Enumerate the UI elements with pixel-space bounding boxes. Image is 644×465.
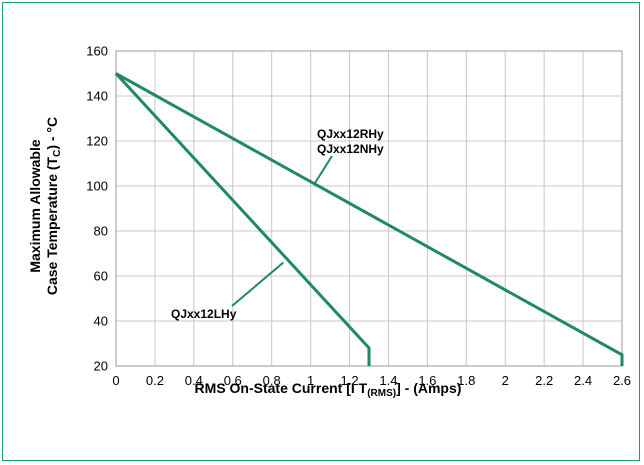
x-tick-label: 2.2 (535, 373, 553, 388)
x-tick-label: 1 (307, 373, 314, 388)
y-axis-title: Maximum Allowable Case Temperature (TC) … (27, 117, 63, 295)
series-line-1 (114, 72, 371, 366)
x-axis-title: RMS On-State Current [I T(RMS)] - (Amps) (195, 380, 462, 399)
y-tick-label: 40 (94, 314, 108, 329)
x-tick-label: 1.8 (457, 373, 475, 388)
y-tick-label: 80 (94, 224, 108, 239)
x-tick-label: 2 (502, 373, 509, 388)
x-tick-labels: 0 0.2 0.4 0.6 0.8 1 1.2 1.4 1.6 1.8 2 2.2 2.4 2.6 (112, 373, 631, 388)
annotation-lhy: QJxx12LHy (171, 307, 237, 321)
y-tick-label: 140 (86, 89, 108, 104)
y-tick-label: 160 (86, 44, 108, 59)
y-axis-title-line1: Maximum Allowable (27, 139, 43, 273)
x-tick-label: 0.2 (146, 373, 164, 388)
y-tick-label: 60 (94, 269, 108, 284)
annotation-nhy: QJxx12NHy (317, 142, 384, 156)
x-tick-label: 1.6 (418, 373, 436, 388)
y-tick-label: 100 (86, 179, 108, 194)
x-tick-label: 1.4 (379, 373, 397, 388)
y-axis-title-line2: Case Temperature (TC) - °C (44, 117, 63, 295)
x-tick-label: 1.2 (340, 373, 358, 388)
annotation-leader-lhy (231, 261, 285, 307)
y-tick-label: 20 (94, 359, 108, 374)
annotation-rhy: QJxx12RHy (317, 127, 384, 141)
x-tick-label: 0 (112, 373, 119, 388)
y-tick-labels: 20 40 60 80 100 120 140 160 (86, 44, 108, 374)
x-tick-label: 2.6 (613, 373, 631, 388)
x-tick-label: 0.6 (224, 373, 242, 388)
y-tick-label: 120 (86, 134, 108, 149)
x-tick-label: 2.4 (574, 373, 592, 388)
series-line-2 (115, 72, 624, 366)
x-tick-label: 0.8 (263, 373, 281, 388)
x-tick-label: 0.4 (185, 373, 203, 388)
series-layer (114, 72, 624, 366)
annotation-leader-rhy (313, 155, 333, 185)
